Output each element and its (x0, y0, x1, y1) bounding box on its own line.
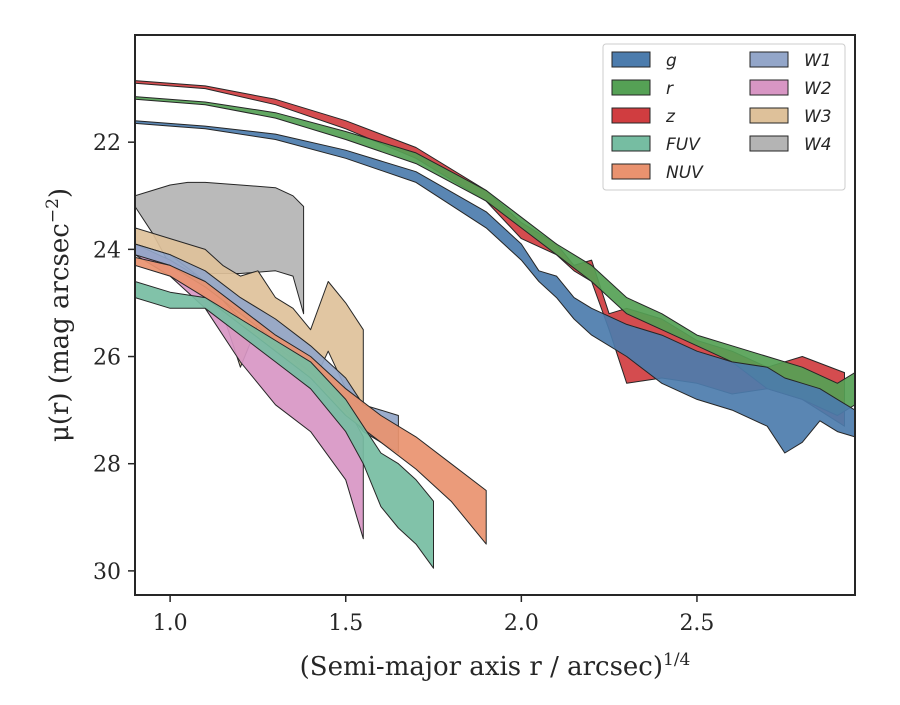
x-axis-label: (Semi-major axis r / arcsec)1/4 (300, 650, 691, 682)
plot-area-series (135, 80, 855, 569)
legend-label-g: g (666, 51, 677, 71)
legend-label-w4: W4 (804, 135, 832, 155)
legend-label-z: z (665, 107, 676, 127)
legend-swatch-w2 (749, 79, 789, 96)
series-band-g (135, 120, 855, 454)
x-axis-ticks: 1.0 1.5 2.0 2.5 (153, 595, 714, 636)
x-tick-label: 2.5 (679, 611, 714, 636)
x-tick-label: 2.0 (504, 611, 539, 636)
series-band-fuv (135, 281, 434, 569)
legend-label-w1: W1 (804, 51, 832, 71)
legend-swatch-w4 (749, 135, 789, 152)
x-tick-label: 1.5 (328, 611, 363, 636)
y-axis-label: μ(r) (mag arcsec−2) (43, 188, 75, 442)
legend-swatch-nuv (611, 163, 651, 180)
legend-swatch-r (611, 79, 651, 96)
legend-swatch-w3 (749, 107, 789, 124)
legend-swatch-z (611, 107, 651, 124)
y-tick-label: 22 (93, 131, 121, 156)
legend-swatch-w1 (749, 51, 789, 68)
legend-label-r: r (666, 79, 674, 99)
y-tick-label: 24 (93, 238, 121, 263)
legend-label-nuv: NUV (666, 163, 704, 183)
legend-label-w3: W3 (804, 107, 832, 127)
legend-swatch-g (611, 51, 651, 68)
legend-swatch-fuv (611, 135, 651, 152)
y-tick-label: 26 (93, 346, 121, 371)
legend-label-fuv: FUV (666, 135, 701, 155)
y-tick-label: 30 (93, 560, 121, 585)
y-axis-ticks: 22 24 26 28 30 (93, 131, 135, 585)
y-tick-label: 28 (93, 453, 121, 478)
chart-legend: grz FUV NUV W1 W2 W3 W4 (602, 43, 846, 191)
x-tick-label: 1.0 (153, 611, 188, 636)
legend-label-w2: W2 (804, 79, 832, 99)
plot-frame (134, 34, 856, 596)
